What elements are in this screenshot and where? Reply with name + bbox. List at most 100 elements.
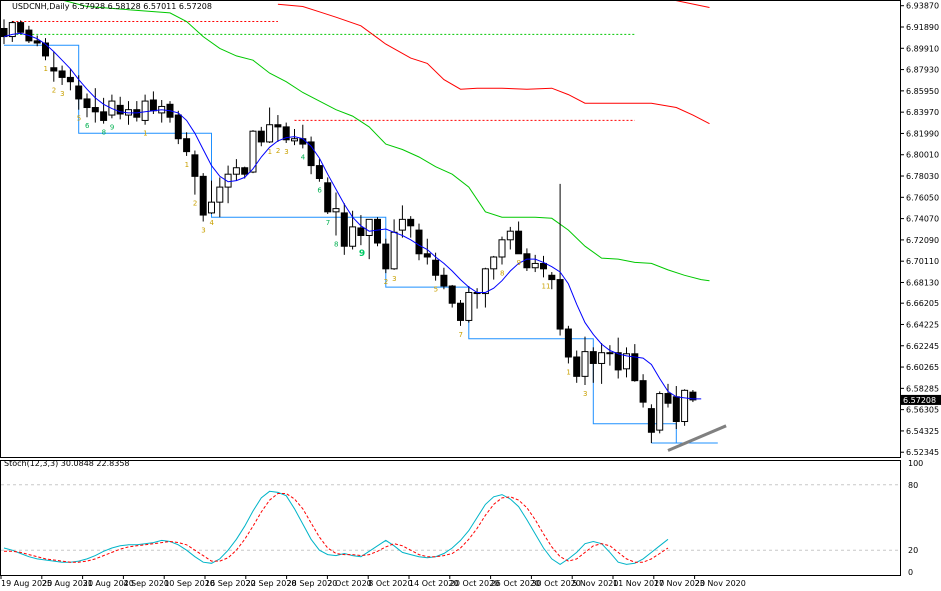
candle-bear bbox=[415, 229, 423, 255]
date-tick-label: 30 Oct 2020 bbox=[531, 579, 580, 588]
td-count-label: 1 bbox=[268, 148, 272, 156]
candle-bull bbox=[349, 226, 357, 247]
price-tick-label: 6.87930 bbox=[906, 66, 939, 75]
candle-bear bbox=[174, 114, 182, 140]
date-tick-label: 2 Oct 2020 bbox=[327, 579, 371, 588]
td-count-label: 8 bbox=[102, 129, 106, 137]
candle-bear bbox=[274, 124, 282, 128]
candle-bear bbox=[257, 130, 265, 143]
candle-bear bbox=[324, 182, 332, 213]
candle-bull bbox=[208, 201, 215, 214]
candle-bear bbox=[556, 279, 564, 330]
date-tick-label: 22 Sep 2020 bbox=[246, 579, 297, 588]
date-tick-label: 8 Oct 2020 bbox=[368, 579, 412, 588]
price-tick-label: 6.74070 bbox=[906, 215, 939, 224]
price-tick-label: 6.54325 bbox=[906, 427, 939, 436]
candle-bear bbox=[448, 285, 456, 304]
td-count-label: 3 bbox=[284, 148, 288, 156]
price-tick-label: 6.93870 bbox=[906, 2, 939, 11]
candle-bear bbox=[672, 396, 680, 423]
candle-bear bbox=[689, 391, 697, 401]
candle-bear bbox=[515, 230, 523, 255]
candle-bull bbox=[656, 393, 664, 431]
candle-bear bbox=[100, 111, 108, 121]
date-tick-label: 4 Sep 2020 bbox=[123, 579, 169, 588]
date-tick-label: 19 Aug 2020 bbox=[1, 579, 52, 588]
date-tick-label: 28 Sep 2020 bbox=[287, 579, 338, 588]
candle-bull bbox=[481, 268, 489, 295]
candle-bear bbox=[282, 126, 290, 141]
candle-bull bbox=[598, 352, 606, 364]
candle-bear bbox=[315, 165, 323, 179]
td-count-label: 8 bbox=[500, 270, 504, 278]
price-tick-label: 6.62245 bbox=[906, 342, 939, 351]
td-count-label: 6 bbox=[85, 122, 90, 130]
date-tick-label: 14 Oct 2020 bbox=[409, 579, 458, 588]
candle-bear bbox=[340, 212, 348, 247]
date-tick-label: 31 Aug 2020 bbox=[83, 579, 134, 588]
candle-bull bbox=[465, 291, 473, 321]
stoch-level-label: 0 bbox=[908, 568, 913, 577]
candle-bull bbox=[681, 389, 689, 423]
td-count-label: 2 bbox=[52, 87, 56, 95]
candle-bull bbox=[506, 230, 514, 241]
candle-bear bbox=[199, 175, 207, 216]
candle-bull bbox=[266, 124, 274, 143]
current-price-tag bbox=[901, 394, 941, 405]
td-count-label: 9 bbox=[517, 259, 521, 267]
candle-bull bbox=[581, 351, 589, 377]
candle-bear bbox=[91, 107, 99, 113]
candle-bear bbox=[647, 408, 655, 433]
moving-average-line bbox=[3, 32, 702, 400]
date-tick-label: 17 Nov 2020 bbox=[654, 579, 705, 588]
date-tick-label: 11 Nov 2020 bbox=[613, 579, 664, 588]
candle-bear bbox=[75, 85, 83, 100]
candle-bear bbox=[0, 27, 8, 38]
date-tick-label: 10 Sep 2020 bbox=[164, 579, 215, 588]
stoch-level-label: 80 bbox=[908, 481, 918, 490]
td-count-label: 3 bbox=[392, 275, 396, 283]
candle-bear bbox=[564, 328, 572, 358]
td-count-label: 1 bbox=[566, 368, 570, 376]
price-tick-label: 6.60265 bbox=[906, 363, 939, 372]
candle-bull bbox=[332, 208, 340, 213]
candle-bear bbox=[374, 218, 381, 244]
td-count-label: 5 bbox=[434, 286, 438, 294]
price-frame bbox=[0, 0, 901, 458]
candle-bear bbox=[42, 42, 49, 57]
symbol-header: USDCNH,Daily 6.57928 6.58128 6.57011 6.5… bbox=[12, 2, 212, 11]
candle-bear bbox=[432, 259, 440, 276]
candle-bear bbox=[407, 218, 415, 227]
candle-bull bbox=[224, 173, 232, 188]
stochastic-pane[interactable] bbox=[1, 484, 900, 565]
candle-bear bbox=[183, 138, 191, 153]
candle-bear bbox=[116, 104, 124, 115]
td-count-label: 5 bbox=[77, 115, 81, 123]
td-count-label: 1 bbox=[143, 130, 147, 138]
td-count-label: 2 bbox=[384, 278, 388, 286]
candle-bear bbox=[614, 352, 622, 371]
candle-bear bbox=[33, 40, 41, 44]
td-count-label: 1 bbox=[185, 161, 189, 169]
candle-bull bbox=[291, 138, 298, 142]
trend-line bbox=[667, 424, 727, 452]
candle-bear bbox=[540, 262, 547, 270]
candle-bear bbox=[523, 253, 531, 269]
candle-bull bbox=[398, 218, 406, 231]
candle-bull bbox=[141, 100, 149, 121]
td-count-label: 4 bbox=[301, 153, 306, 161]
price-tick-label: 6.52345 bbox=[906, 448, 939, 457]
stoch-frame bbox=[0, 460, 901, 576]
price-tick-label: 6.91890 bbox=[906, 23, 939, 32]
td-count-label: 7 bbox=[326, 219, 330, 227]
green-band-line bbox=[60, 0, 710, 282]
td-count-label: 6 bbox=[317, 187, 322, 195]
td-count-label: 11 bbox=[542, 282, 551, 290]
candle-bull bbox=[232, 167, 240, 175]
td-count-label: 9 bbox=[110, 123, 114, 131]
date-tick-label: 5 Nov 2020 bbox=[572, 579, 618, 588]
td-count-label: 8 bbox=[334, 240, 338, 248]
price-tick-label: 6.56305 bbox=[906, 406, 939, 415]
